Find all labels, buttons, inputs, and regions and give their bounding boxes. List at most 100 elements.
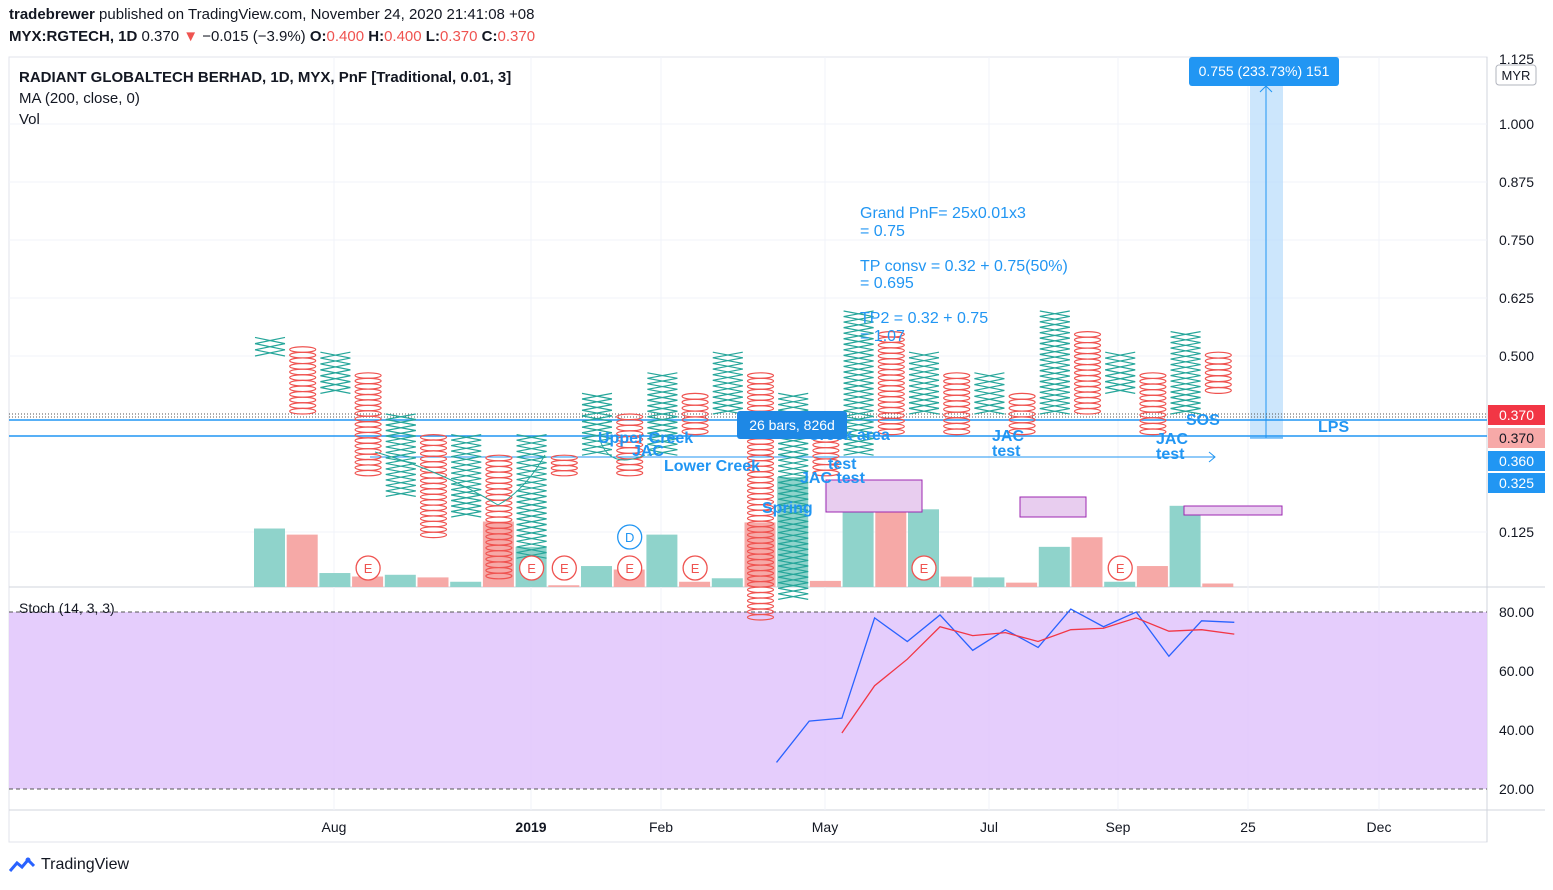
pnf-x-box	[516, 518, 547, 526]
stoch-tick-label: 80.00	[1499, 604, 1534, 620]
pnf-x-box	[451, 488, 482, 496]
chart-annotation: TP2 = 0.32 + 0.75	[860, 310, 988, 327]
price-tick-label: 0.875	[1499, 174, 1534, 190]
pnf-x-box	[778, 582, 809, 589]
high-label: H:	[368, 28, 385, 45]
pnf-x-box	[516, 546, 547, 554]
pnf-x-box	[581, 426, 613, 434]
tradingview-footer[interactable]: TradingView	[9, 856, 129, 874]
legend-title[interactable]: RADIANT GLOBALTECH BERHAD, 1D, MYX, PnF …	[19, 69, 512, 86]
pnf-x-box	[385, 424, 416, 432]
chart-legend: RADIANT GLOBALTECH BERHAD, 1D, MYX, PnF …	[19, 67, 511, 130]
earnings-marker	[682, 555, 708, 581]
pnf-x-box	[1039, 407, 1070, 415]
pnf-x-box	[778, 459, 809, 467]
pnf-x-box	[451, 477, 482, 485]
author-name[interactable]: tradebrewer	[9, 6, 95, 23]
pnf-x-box	[516, 540, 547, 548]
range-label: 26 bars, 826d	[749, 417, 835, 433]
pnf-column-o	[616, 413, 644, 477]
pnf-x-box	[908, 407, 940, 415]
pnf-o-box	[550, 470, 578, 477]
currency-box	[1495, 64, 1537, 86]
pnf-o-box	[1008, 428, 1036, 436]
stoch-legend[interactable]: Stoch (14, 3, 3)	[19, 600, 115, 616]
pnf-x-box	[1039, 391, 1070, 399]
x-tick-label: Aug	[322, 819, 347, 835]
volume-bar	[711, 578, 743, 587]
pnf-column-o	[1204, 351, 1232, 394]
legend-vol[interactable]: Vol	[19, 111, 40, 128]
pnf-x-box	[1039, 364, 1070, 372]
pnf-x-box	[385, 468, 416, 476]
pnf-o-box	[681, 428, 709, 436]
pnf-x-box	[778, 442, 809, 450]
pnf-x-box	[1039, 386, 1070, 393]
x-tick-label: Jul	[980, 819, 998, 835]
pnf-x-box	[712, 390, 743, 398]
measure-label-box	[1189, 57, 1339, 86]
pnf-o-box	[812, 469, 840, 477]
chart-annotation: Spring	[762, 500, 813, 517]
pnf-column-x	[516, 434, 547, 559]
earnings-marker	[355, 555, 381, 581]
pnf-x-box	[843, 332, 874, 340]
pnf-x-box	[908, 368, 940, 376]
pnf-x-box	[843, 382, 874, 390]
pnf-x-box	[778, 481, 809, 489]
pnf-x-box	[974, 401, 1005, 409]
volume-bar	[384, 574, 416, 587]
pnf-x-box	[581, 448, 613, 456]
pnf-x-box	[451, 466, 482, 474]
pnf-x-box	[647, 377, 678, 385]
open-value: 0.400	[326, 28, 365, 45]
pnf-column-o	[550, 454, 578, 477]
publish-info: tradebrewer published on TradingView.com…	[9, 6, 535, 23]
pnf-x-box	[1105, 381, 1136, 389]
pnf-x-box	[843, 393, 874, 401]
pnf-x-box	[778, 537, 809, 545]
pnf-x-box	[974, 389, 1005, 397]
pnf-x-box	[647, 449, 678, 456]
pnf-x-box	[1170, 369, 1201, 377]
pnf-x-box	[712, 379, 743, 387]
pnf-x-box	[516, 495, 547, 503]
pnf-o-box	[616, 469, 644, 477]
stoch-d-line	[841, 617, 1235, 734]
earnings-marker-label: E	[691, 561, 700, 576]
chart-annotation: test	[1156, 446, 1185, 463]
pnf-x-box	[254, 343, 286, 351]
pnf-x-box	[1039, 370, 1070, 377]
pnf-x-box	[516, 434, 547, 441]
pnf-x-box	[843, 365, 874, 373]
pnf-x-box	[908, 385, 940, 393]
price-change: −0.015 (−3.9%)	[202, 28, 306, 45]
pnf-x-box	[1170, 352, 1201, 360]
pnf-x-box	[1039, 332, 1070, 339]
pnf-x-box	[320, 386, 351, 394]
pnf-x-box	[1105, 386, 1136, 394]
pnf-o-box	[419, 531, 448, 539]
pnf-x-box	[516, 490, 547, 497]
pnf-x-box	[451, 494, 482, 502]
pnf-x-box	[320, 375, 351, 383]
chart-annotation: JAC	[992, 428, 1024, 445]
pnf-column-x	[843, 310, 874, 456]
pnf-x-box	[908, 357, 940, 365]
pnf-x-box	[974, 372, 1005, 380]
x-tick-label: May	[812, 819, 838, 835]
pnf-x-box	[320, 363, 351, 371]
pnf-x-box	[1170, 391, 1201, 399]
price-tick-label: 0.500	[1499, 348, 1534, 364]
pnf-x-box	[1170, 396, 1201, 404]
pnf-x-box	[581, 437, 613, 445]
pnf-x-box	[1039, 353, 1070, 361]
legend-ma[interactable]: MA (200, close, 0)	[19, 90, 140, 107]
last-price: 0.370	[141, 28, 180, 45]
chart-annotation: Lower Creek	[664, 458, 760, 475]
volume-bar	[581, 566, 612, 587]
pnf-x-box	[778, 559, 809, 567]
earnings-marker	[617, 555, 643, 581]
pnf-x-box	[843, 421, 874, 429]
